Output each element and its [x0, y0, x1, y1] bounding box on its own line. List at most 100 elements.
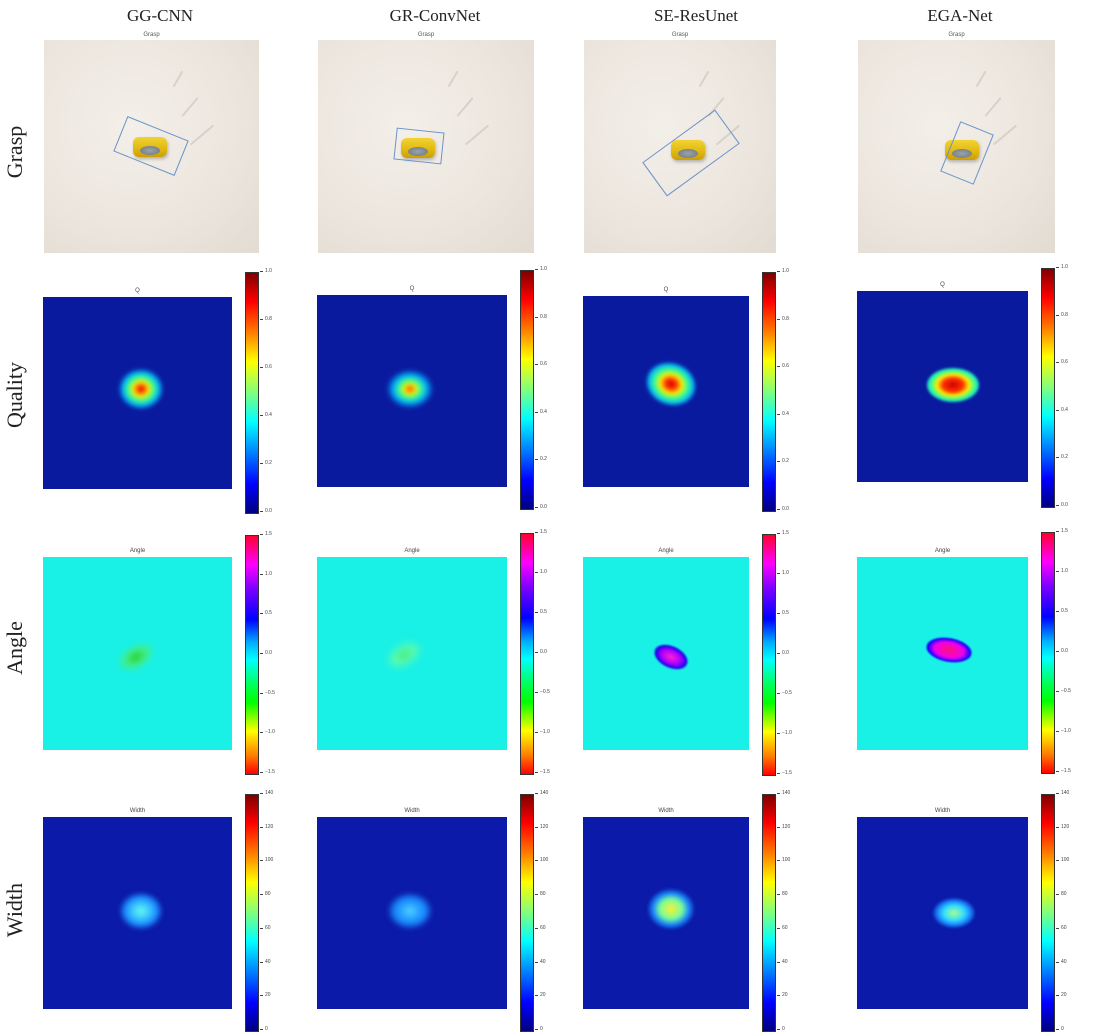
colorbar-tick: 0.2 — [260, 460, 272, 466]
colorbar-tick: 140 — [259, 790, 274, 796]
colorbar-tick: 60 — [1056, 924, 1067, 931]
colorbar — [1041, 268, 1055, 508]
colorbar — [520, 270, 534, 510]
colorbar-tick: 0 — [777, 1026, 785, 1032]
colorbar-tick: 100 — [1055, 857, 1070, 864]
colorbar-tick: 0.4 — [1056, 406, 1068, 413]
activation-blob — [640, 355, 702, 413]
colorbar-tick: 100 — [776, 857, 791, 864]
map-image — [43, 297, 232, 489]
colorbar-tick: 0.5 — [535, 609, 547, 615]
panel-title: Grasp — [417, 32, 435, 38]
colorbar-tick: 0.0 — [260, 650, 272, 656]
tape-core — [678, 149, 698, 158]
colorbar-tick: −0.5 — [1056, 688, 1071, 694]
colorbar-tick: 120 — [534, 823, 549, 830]
colorbar-tick: −1.5 — [260, 769, 275, 775]
colorbar-tick: 0.6 — [1056, 359, 1068, 366]
colorbar-tick: 0 — [535, 1026, 543, 1032]
colorbar-tick: 100 — [534, 857, 549, 864]
colorbar-tick: 0.4 — [535, 408, 547, 415]
colorbar-tick: 0.2 — [1056, 454, 1068, 461]
panel-title: Q — [940, 282, 945, 288]
colorbar-tick: 0.5 — [260, 610, 272, 617]
colorbar-tick: 40 — [777, 958, 788, 965]
colorbar-tick: 0.0 — [260, 508, 272, 514]
colorbar-tick: 0.0 — [1056, 648, 1068, 654]
colorbar-tick: 1.0 — [535, 569, 547, 575]
colorbar-tick: 80 — [535, 891, 546, 898]
colorbar-tick: 0.0 — [777, 506, 789, 512]
panel-title: Grasp — [948, 32, 965, 38]
colorbar-tick: 0.6 — [260, 364, 272, 370]
activation-blob — [112, 636, 159, 678]
tape-core — [952, 149, 972, 158]
colorbar-tick: 0.8 — [260, 316, 272, 322]
activation-blob — [387, 370, 434, 409]
panel-title: Width — [658, 808, 674, 814]
activation-blob — [389, 894, 432, 929]
panel-title: Angle — [934, 548, 951, 554]
colorbar-tick: 120 — [259, 823, 274, 830]
colorbar-tick: 40 — [260, 958, 271, 965]
colorbar-tick: 0.0 — [535, 649, 547, 655]
panel-title: Width — [129, 808, 146, 814]
row-label: Angle — [2, 621, 27, 675]
activation-blob — [382, 636, 427, 675]
colorbar-tick: 0 — [260, 1026, 268, 1032]
colorbar-tick: 0.5 — [1056, 608, 1068, 614]
colorbar-tick: 120 — [1055, 823, 1070, 830]
colorbar-tick: 140 — [1055, 790, 1070, 796]
colorbar-tick: 20 — [777, 992, 788, 999]
map-image — [317, 295, 507, 487]
column-title: GG-CNN — [126, 6, 194, 25]
colorbar — [245, 272, 259, 514]
panel-title: Grasp — [143, 32, 160, 38]
colorbar-tick: −1.0 — [1056, 728, 1071, 734]
map-image — [857, 817, 1028, 1009]
column-title: SE-ResUnet — [653, 6, 739, 25]
colorbar-tick: 0.6 — [777, 363, 789, 370]
colorbar-tick: 1.0 — [260, 268, 272, 274]
colorbar-tick: 0.8 — [777, 315, 789, 322]
colorbar-tick: −0.5 — [535, 689, 550, 695]
colorbar-tick: 0.2 — [535, 456, 547, 463]
colorbar-tick: 0 — [1056, 1026, 1064, 1032]
colorbar-tick: −1.5 — [1056, 768, 1071, 774]
colorbar-tick: 0.6 — [535, 361, 547, 368]
colorbar-tick: 80 — [1056, 891, 1067, 898]
colorbar-tick: −1.5 — [777, 770, 792, 776]
colorbar-tick: 140 — [776, 790, 791, 796]
colorbar-tick: 0.4 — [260, 412, 272, 418]
colorbar-tick: 40 — [1056, 958, 1067, 965]
colorbar-tick: 1.5 — [1056, 528, 1068, 534]
colorbar-tick: 0.5 — [777, 610, 789, 616]
tape-core — [408, 147, 428, 156]
colorbar-tick: 0.0 — [535, 504, 547, 510]
activation-blob — [647, 889, 694, 930]
grasp-rectangle — [393, 127, 445, 165]
map-image — [583, 817, 749, 1009]
colorbar — [762, 534, 776, 776]
panel-title: Angle — [404, 548, 420, 554]
panel-title: Q — [663, 287, 669, 293]
colorbar — [762, 794, 776, 1032]
colorbar — [520, 533, 534, 775]
colorbar-tick: 140 — [534, 790, 549, 796]
map-image — [583, 557, 749, 750]
colorbar-tick: 1.5 — [535, 529, 547, 535]
colorbar — [245, 794, 259, 1032]
map-image — [857, 291, 1028, 482]
colorbar-tick: 0.0 — [777, 650, 789, 656]
colorbar-tick: −1.0 — [535, 729, 550, 735]
panel-title: Q — [409, 286, 415, 292]
colorbar — [520, 794, 534, 1032]
colorbar-tick: 1.0 — [1056, 568, 1068, 574]
activation-blob — [650, 639, 692, 675]
row-label: Grasp — [2, 125, 27, 179]
colorbar-tick: 60 — [535, 924, 546, 931]
colorbar-tick: −0.5 — [777, 690, 792, 696]
colorbar-tick: −1.5 — [535, 769, 550, 775]
colorbar — [762, 272, 776, 512]
row-label: Quality — [2, 362, 27, 428]
